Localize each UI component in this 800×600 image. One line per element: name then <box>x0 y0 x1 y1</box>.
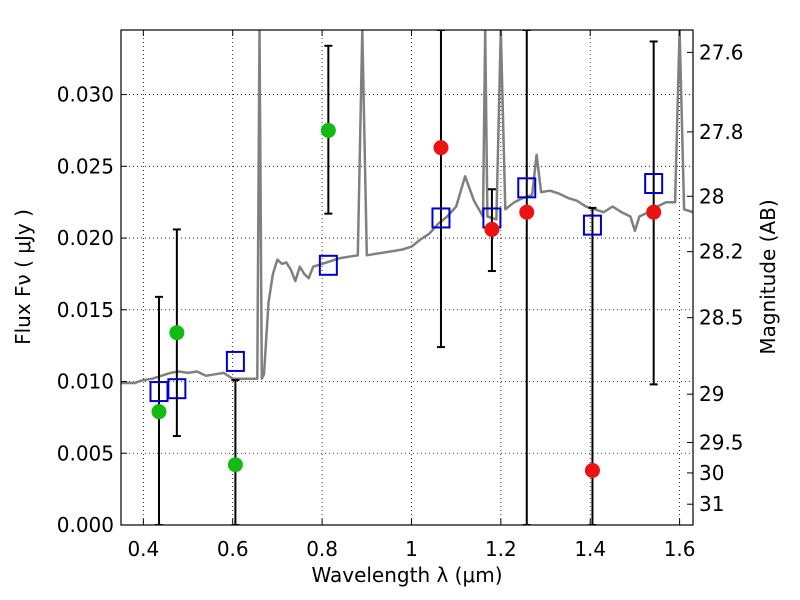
model-photometry-square <box>582 214 602 236</box>
x-tick-label: 1 <box>405 537 418 561</box>
x-tick-label: 0.6 <box>217 537 249 561</box>
infrared-data-point <box>646 204 662 220</box>
optical-data-point <box>151 404 167 420</box>
x-tick-label: 0.8 <box>306 537 338 561</box>
x-axis-label: Wavelength λ (μm) <box>311 563 502 587</box>
x-tick-label: 1.4 <box>574 537 606 561</box>
y-tick-label: 0.010 <box>57 370 114 394</box>
y-tick-label: 0.030 <box>57 83 114 107</box>
x-tick-label: 1.6 <box>664 537 696 561</box>
plot-frame <box>120 29 694 526</box>
y-right-tick-label: 29 <box>699 382 724 406</box>
y-tick-label: 0.020 <box>57 226 114 250</box>
y-right-tick-label: 28 <box>699 184 724 208</box>
model-photometry-square <box>644 173 664 195</box>
y-axis-label: Flux Fν ( μJy ) <box>11 209 35 345</box>
plot-area <box>121 30 693 525</box>
infrared-data-point <box>433 140 449 156</box>
y-right-tick-label: 28.2 <box>699 240 744 264</box>
y-axis-right-label: Magnitude (AB) <box>756 199 780 354</box>
y-right-tick-label: 27.6 <box>699 40 744 64</box>
y-right-tick-label: 30 <box>699 461 724 485</box>
y-right-tick-label: 28.5 <box>699 306 744 330</box>
axis-ticks: 0.4 0.6 0.8 1 1.2 1.4 1.6 0.000 0.005 0.010 0.015 0… <box>57 30 744 561</box>
model-photometry-square <box>431 207 451 229</box>
y-tick-label: 0.015 <box>57 298 114 322</box>
infrared-data-point <box>519 204 535 220</box>
x-tick-label: 1.2 <box>485 537 517 561</box>
y-right-tick-label: 29.5 <box>699 431 744 455</box>
model-photometry-square <box>225 350 245 372</box>
infrared-data-point <box>584 462 600 478</box>
optical-data-point <box>169 325 185 341</box>
model-photometry-square <box>167 378 187 400</box>
optical-data-point <box>320 122 336 138</box>
infrared-data-point <box>484 221 500 237</box>
x-tick-label: 0.4 <box>127 537 159 561</box>
y-right-tick-label: 31 <box>699 492 724 516</box>
y-right-tick-label: 27.8 <box>699 120 744 144</box>
spectrum-line <box>121 30 693 385</box>
y-tick-label: 0.025 <box>57 154 114 178</box>
y-tick-label: 0.000 <box>57 513 114 537</box>
optical-data-point <box>227 457 243 473</box>
model-photometry-square <box>318 254 338 276</box>
model-photometry-square <box>517 177 537 199</box>
y-tick-label: 0.005 <box>57 441 114 465</box>
